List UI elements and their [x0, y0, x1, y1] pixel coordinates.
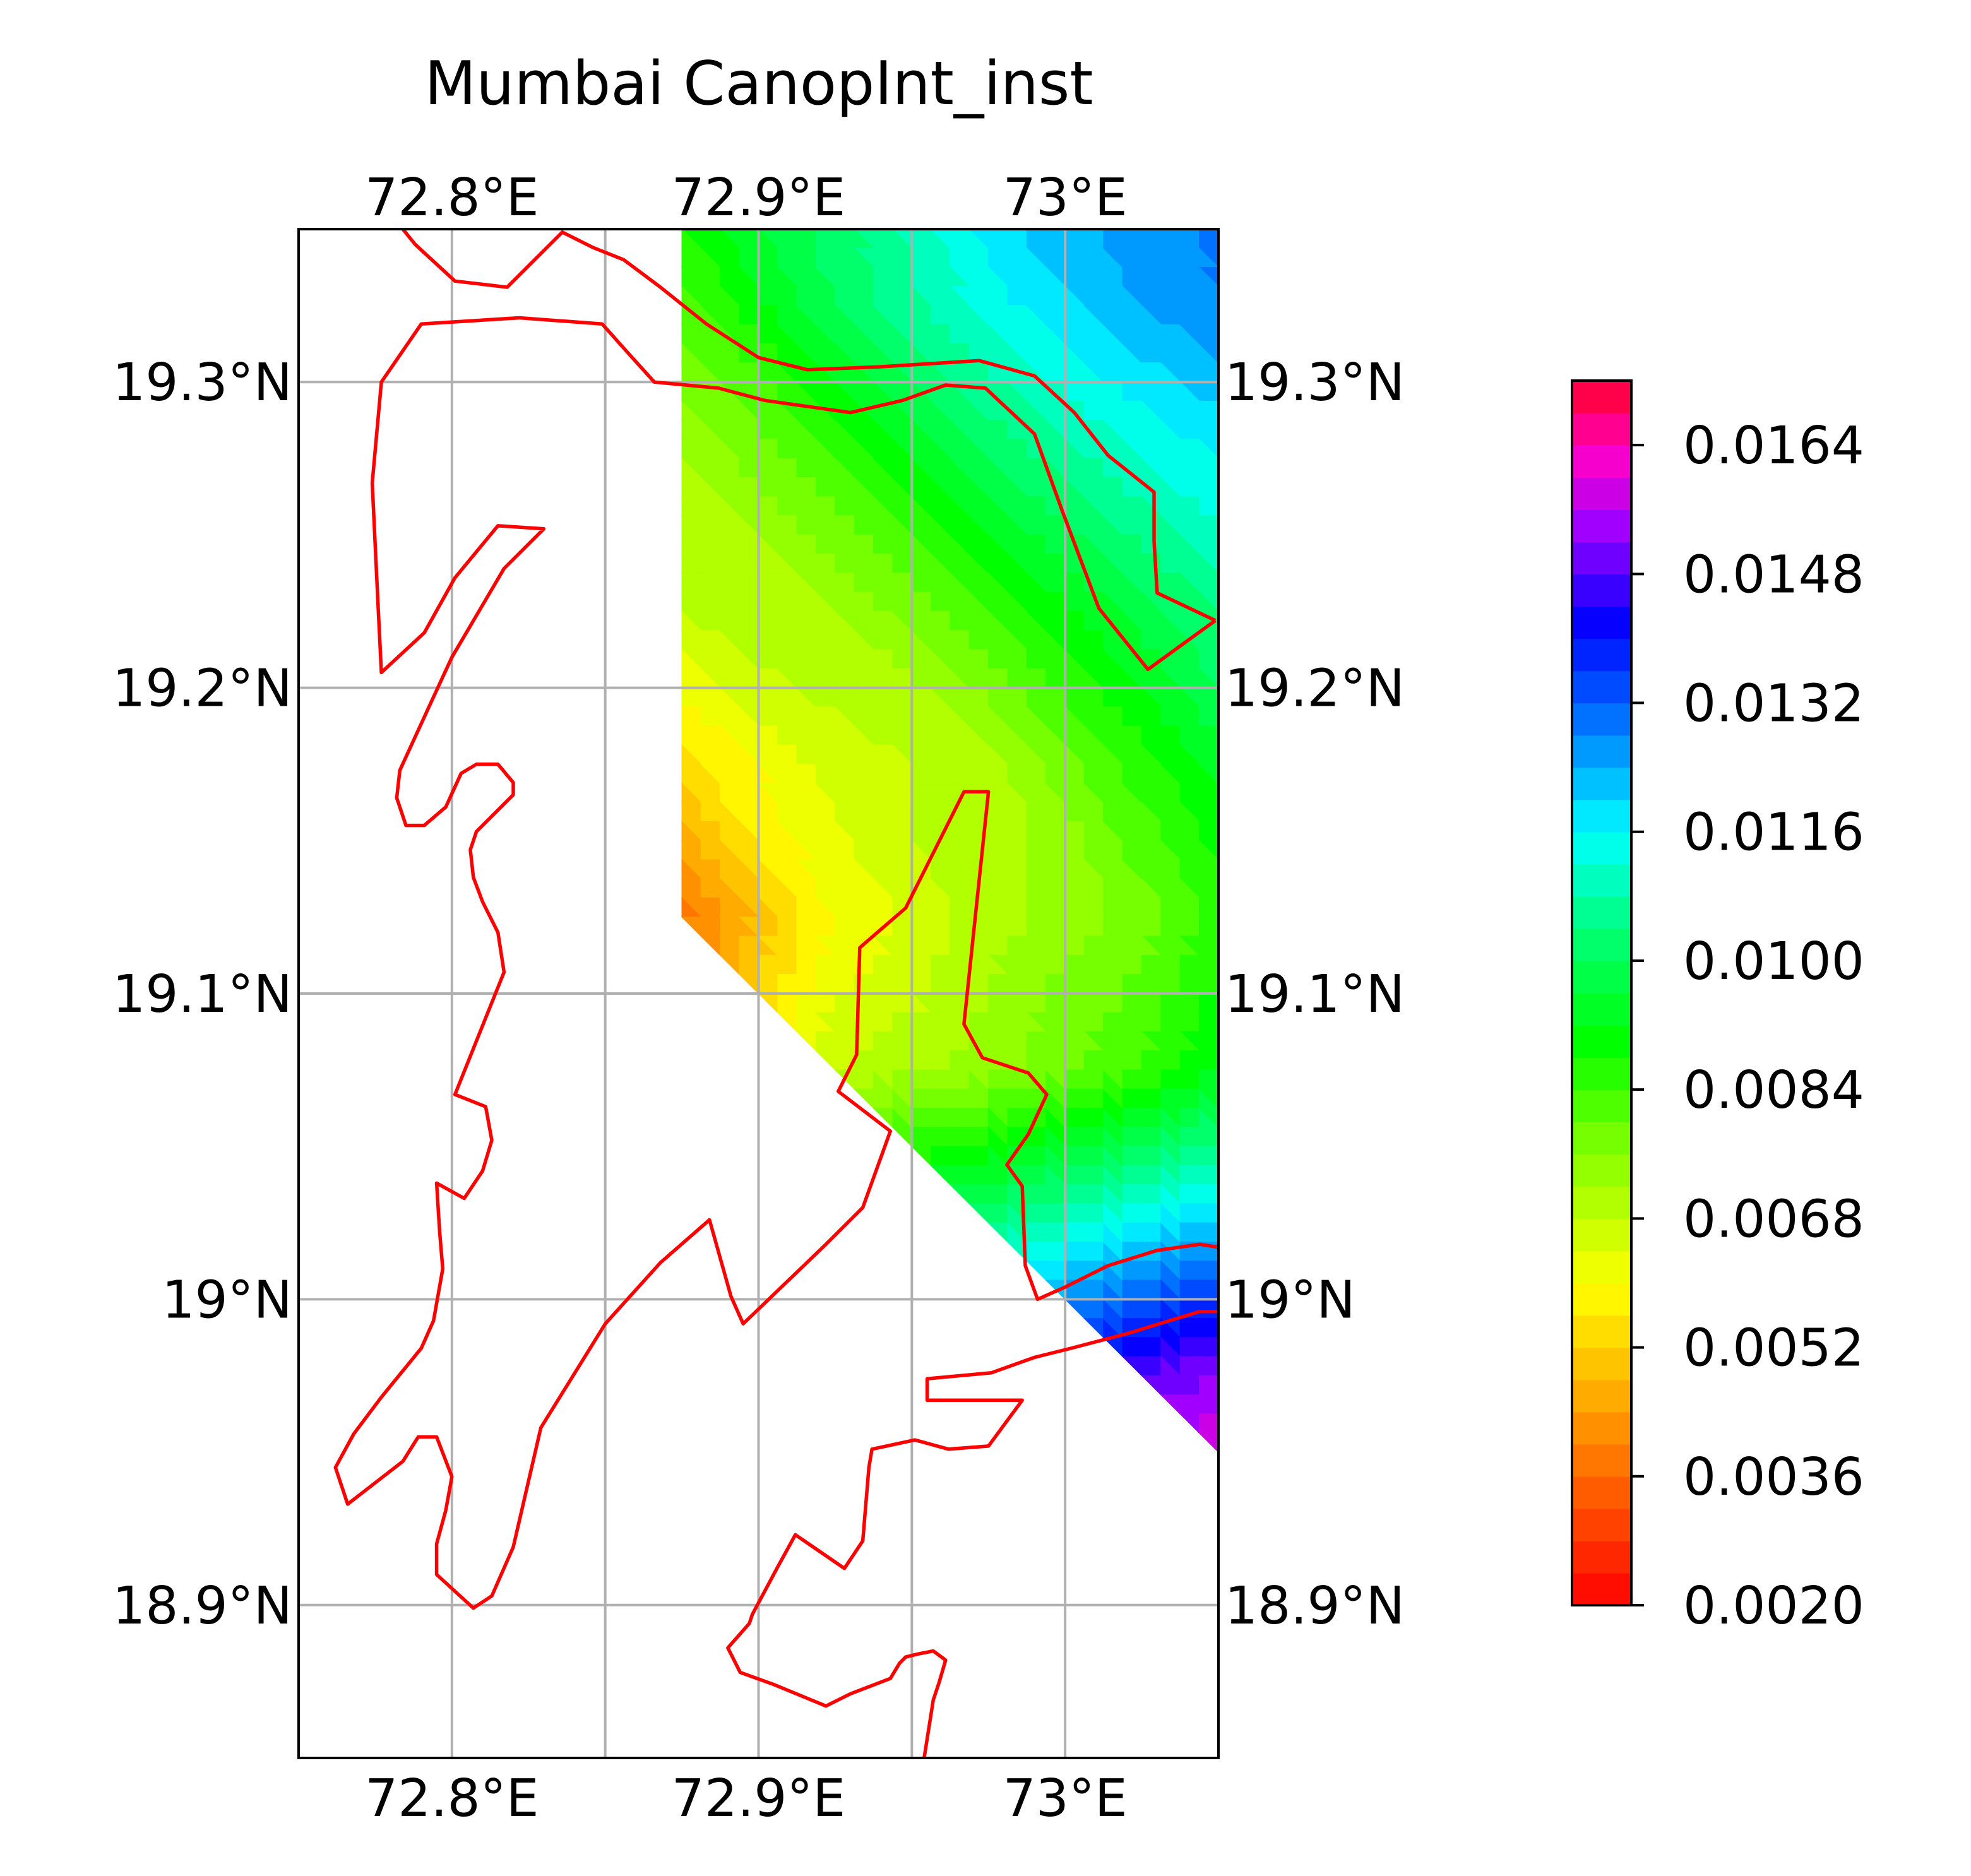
- contour-field: [681, 229, 1218, 1453]
- colorbar-tick-label: 0.0068: [1683, 1189, 1864, 1249]
- lon-tick-label-top: 73°E: [1003, 168, 1128, 228]
- colorbar-level: [1572, 1057, 1631, 1090]
- colorbar-level: [1572, 1218, 1631, 1252]
- lat-tick-label-left: 19.2°N: [112, 659, 292, 719]
- lon-tick-label-bottom: 73°E: [1003, 1769, 1128, 1829]
- colorbar-level: [1572, 703, 1631, 736]
- colorbar-level: [1572, 993, 1631, 1026]
- colorbar-level: [1572, 606, 1631, 639]
- colorbar-level: [1572, 381, 1631, 413]
- colorbar: 0.0020 0.0036 0.0052 0.0068 0.0084 0.0100 0.01…: [1571, 379, 1864, 1636]
- colorbar-level: [1572, 928, 1631, 961]
- colorbar-tick-label: 0.0132: [1683, 674, 1864, 734]
- colorbar-level: [1572, 413, 1631, 446]
- lat-tick-label-right: 18.9°N: [1225, 1576, 1405, 1636]
- lat-tick-label-right: 19°N: [1225, 1270, 1355, 1330]
- colorbar-level: [1572, 638, 1631, 672]
- colorbar-tick-label: 0.0052: [1683, 1319, 1864, 1379]
- lon-tick-label-top: 72.9°E: [672, 168, 845, 228]
- colorbar-tick-label: 0.0148: [1683, 545, 1864, 605]
- colorbar-tick-label: 0.0084: [1683, 1060, 1864, 1120]
- lat-tick-label-right: 19.1°N: [1225, 965, 1405, 1024]
- lon-tick-label-bottom: 72.9°E: [672, 1769, 845, 1829]
- colorbar-level: [1572, 864, 1631, 897]
- colorbar-level: [1572, 477, 1631, 511]
- coastlines: [333, 229, 1218, 1758]
- colorbar-level: [1572, 735, 1631, 768]
- colorbar-level: [1572, 1508, 1631, 1541]
- lat-tick-label-right: 19.3°N: [1225, 353, 1405, 413]
- colorbar-tick-label: 0.0164: [1683, 416, 1864, 476]
- colorbar-level: [1572, 831, 1631, 865]
- axis-tick-labels: 72.8°E 72.8°E 72.9°E 72.9°E 73°E 73°E 19.3°N 19…: [112, 168, 1405, 1829]
- colorbar-level: [1572, 1283, 1631, 1316]
- lat-tick-label-left: 19.3°N: [112, 353, 292, 413]
- colorbar-level: [1572, 1572, 1631, 1606]
- colorbar-level: [1572, 1476, 1631, 1509]
- colorbar-level: [1572, 445, 1631, 478]
- lon-tick-label-bottom: 72.8°E: [365, 1769, 539, 1829]
- coastline: [726, 1310, 1218, 1758]
- coastline: [333, 316, 1218, 1610]
- lat-tick-label-right: 19.2°N: [1225, 659, 1405, 719]
- chart-title: Mumbai CanopInt_inst: [424, 49, 1093, 119]
- colorbar-level: [1572, 1540, 1631, 1574]
- colorbar-level: [1572, 509, 1631, 543]
- coastline: [401, 229, 1217, 622]
- lat-tick-label-left: 19.1°N: [112, 965, 292, 1024]
- colorbar-tick-label: 0.0036: [1683, 1447, 1864, 1507]
- colorbar-level: [1572, 1250, 1631, 1284]
- colorbar-level: [1572, 574, 1631, 607]
- colorbar-level: [1572, 799, 1631, 833]
- colorbar-tick-label: 0.0116: [1683, 803, 1864, 863]
- colorbar-level: [1572, 1411, 1631, 1445]
- colorbar-level: [1572, 1379, 1631, 1413]
- colorbar-level: [1572, 1315, 1631, 1348]
- colorbar-level: [1572, 1186, 1631, 1220]
- colorbar-level: [1572, 1154, 1631, 1187]
- map-frame: [297, 228, 1220, 1759]
- colorbar-level: [1572, 1089, 1631, 1123]
- colorbar-level: [1572, 542, 1631, 575]
- lat-tick-label-left: 19°N: [162, 1270, 292, 1330]
- colorbar-level: [1572, 960, 1631, 994]
- lon-tick-label-top: 72.8°E: [365, 168, 539, 228]
- colorbar-level: [1572, 1347, 1631, 1380]
- colorbar-level: [1572, 896, 1631, 929]
- colorbar-tick-label: 0.0100: [1683, 932, 1864, 992]
- colorbar-level: [1572, 1025, 1631, 1058]
- colorbar-level: [1572, 767, 1631, 800]
- colorbar-level: [1572, 1444, 1631, 1477]
- colorbar-level: [1572, 670, 1631, 704]
- lat-tick-label-left: 18.9°N: [112, 1576, 292, 1636]
- colorbar-tick-label: 0.0020: [1683, 1576, 1864, 1636]
- colorbar-level: [1572, 1122, 1631, 1155]
